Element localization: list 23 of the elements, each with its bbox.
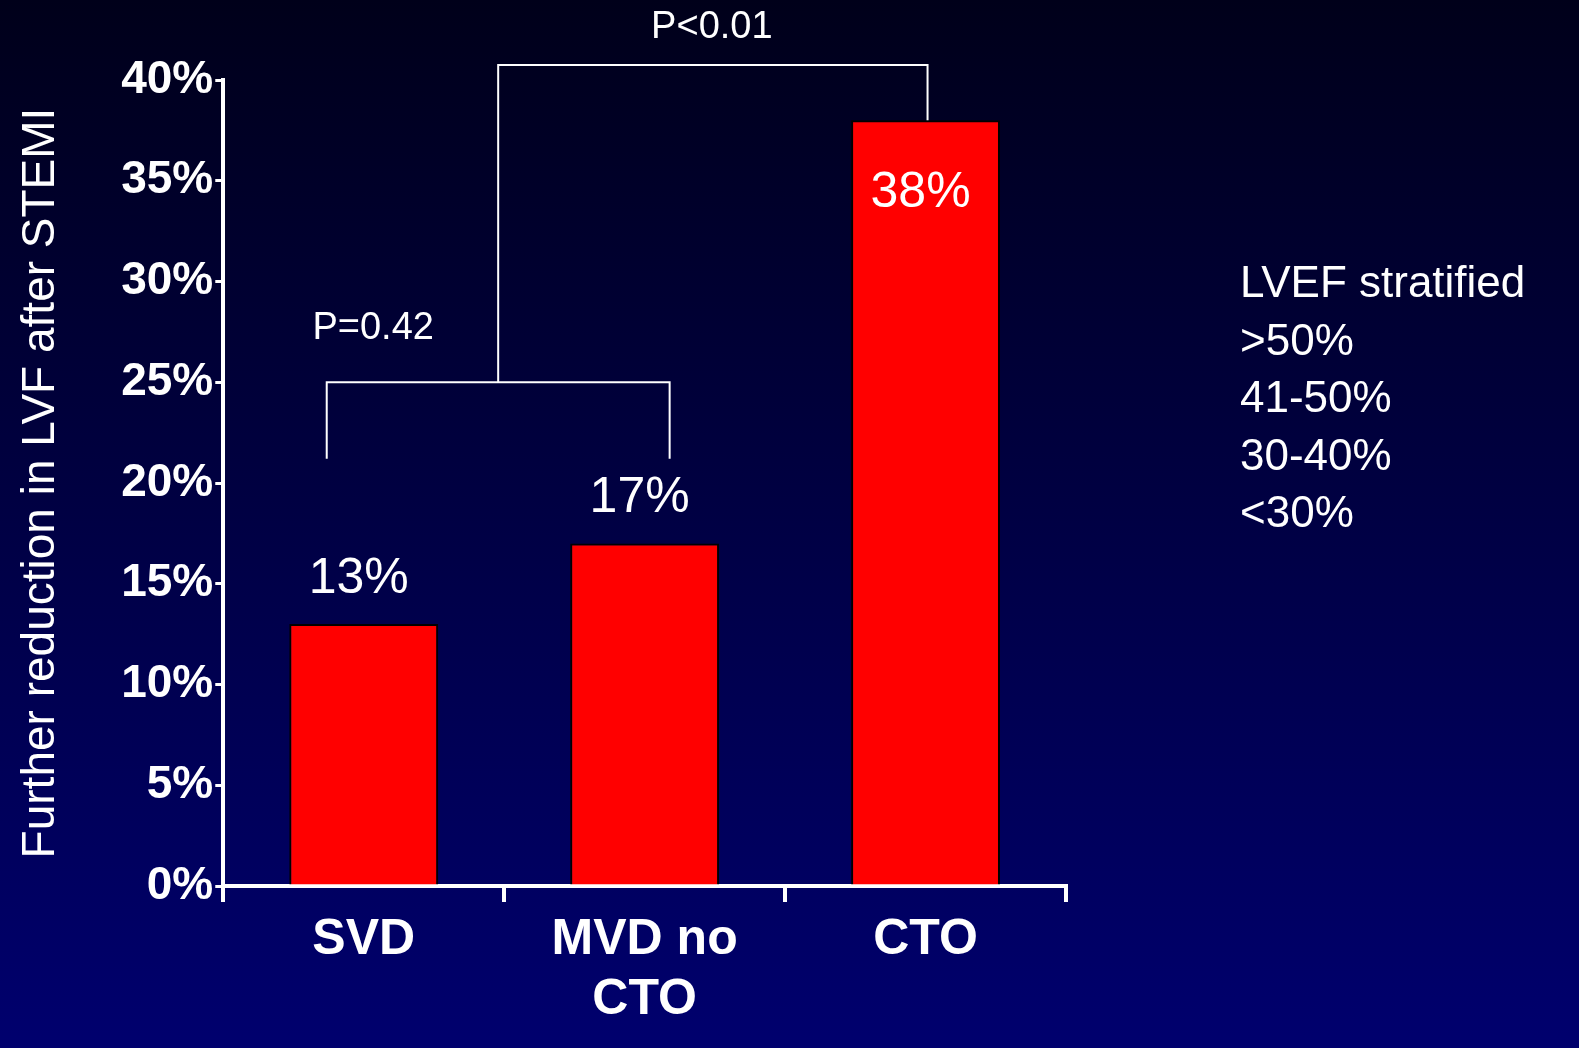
y-tick-label: 35% (121, 151, 214, 204)
y-axis-title: Further reduction in LVF after STEMI (12, 107, 65, 859)
text: LVEF stratified (1240, 257, 1526, 307)
text: 30-40% (1240, 429, 1392, 479)
y-tick-label: 20% (121, 453, 214, 506)
x-tick-label: MVD no CTO (551, 908, 738, 1025)
x-tick-label: SVD (312, 908, 416, 965)
y-tick-label: 0% (146, 856, 214, 909)
y-tick-label: 5% (146, 755, 214, 808)
data-label: 17% (589, 467, 690, 524)
y-tick-label: 30% (121, 252, 214, 305)
annotation: P=0.42 (312, 304, 434, 347)
y-tick-label: 10% (121, 655, 214, 708)
text: P<0.01 (651, 4, 773, 47)
text: >50% (1240, 314, 1354, 364)
x-tick-label: CTO (873, 908, 978, 965)
text: 41-50% (1240, 372, 1392, 422)
text: <30% (1240, 487, 1354, 537)
y-tick-label: 40% (121, 50, 214, 103)
data-label: 13% (308, 547, 409, 604)
y-tick-label: 15% (121, 554, 214, 607)
y-tick-label: 25% (121, 352, 214, 405)
data-label: 38% (870, 162, 971, 219)
